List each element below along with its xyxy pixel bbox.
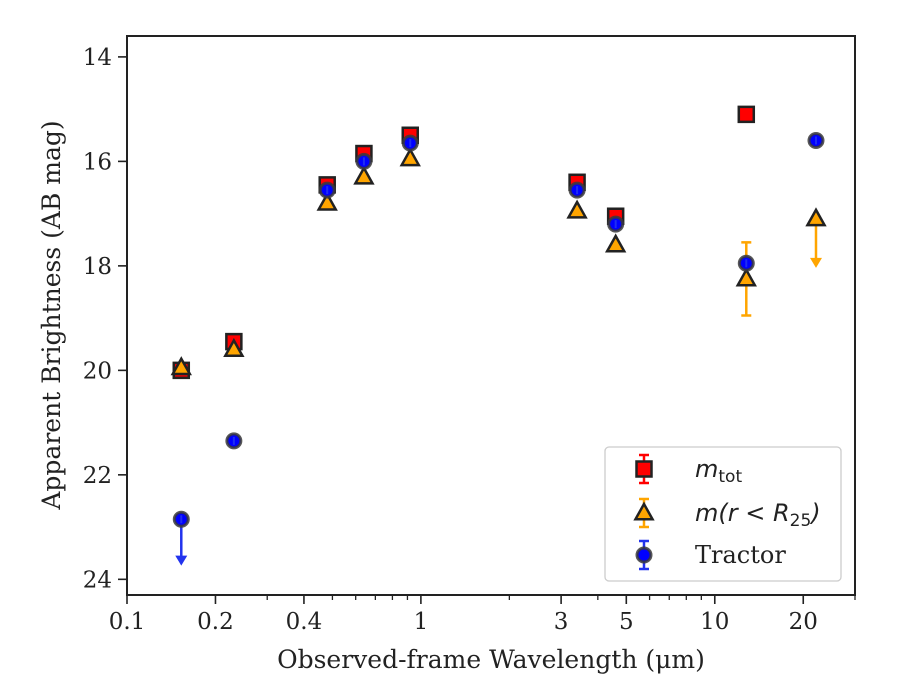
legend-label-tail: ) xyxy=(809,499,820,527)
upper-limit-arrowhead xyxy=(809,257,822,268)
y-tick-label: 14 xyxy=(83,45,112,71)
legend-box xyxy=(604,446,842,582)
series-tractor xyxy=(172,131,825,566)
y-tick-label: 24 xyxy=(83,567,112,593)
upper-limit-arrowhead xyxy=(175,555,188,566)
legend-label-base: m(r < R xyxy=(695,499,790,527)
y-tick-label: 20 xyxy=(83,358,112,384)
y-tick-label: 18 xyxy=(83,254,112,280)
x-tick-label: 0.4 xyxy=(286,609,323,635)
legend-marker-mr25 xyxy=(633,501,655,521)
axis-ticks: 0.1 0.2 0.4 1 3 5 10 20 14 16 18 20 22 24 xyxy=(83,45,856,635)
plot-frame xyxy=(126,35,856,596)
x-tick-label: 1 xyxy=(414,609,429,635)
y-axis-label: Apparent Brightness (AB mag) xyxy=(37,120,66,510)
x-tick-label: 20 xyxy=(789,609,818,635)
x-tick-label: 0.1 xyxy=(109,609,146,635)
x-tick-label: 5 xyxy=(619,609,634,635)
y-tick-label: 22 xyxy=(83,463,112,489)
legend-label-mtot: mtot xyxy=(695,455,742,487)
x-tick-label: 3 xyxy=(554,609,569,635)
legend-marker-tractor xyxy=(635,546,653,564)
legend-label-base: m xyxy=(695,455,718,483)
data-marks xyxy=(170,105,827,566)
series-mr25 xyxy=(170,147,827,376)
legend-label-tractor: Tractor xyxy=(695,541,786,569)
x-tick-label: 10 xyxy=(700,609,729,635)
legend-label-mr25: m(r < R25) xyxy=(695,499,821,531)
y-tick-label: 16 xyxy=(83,149,112,175)
x-tick-label: 0.2 xyxy=(197,609,234,635)
legend: mtot m(r < R25) Tractor xyxy=(604,446,842,582)
x-axis-label: Observed-frame Wavelength (μm) xyxy=(277,645,705,674)
legend-label-subscript: tot xyxy=(718,467,742,487)
legend-label-subscript: 25 xyxy=(790,511,812,531)
legend-marker-mtot xyxy=(635,460,653,478)
